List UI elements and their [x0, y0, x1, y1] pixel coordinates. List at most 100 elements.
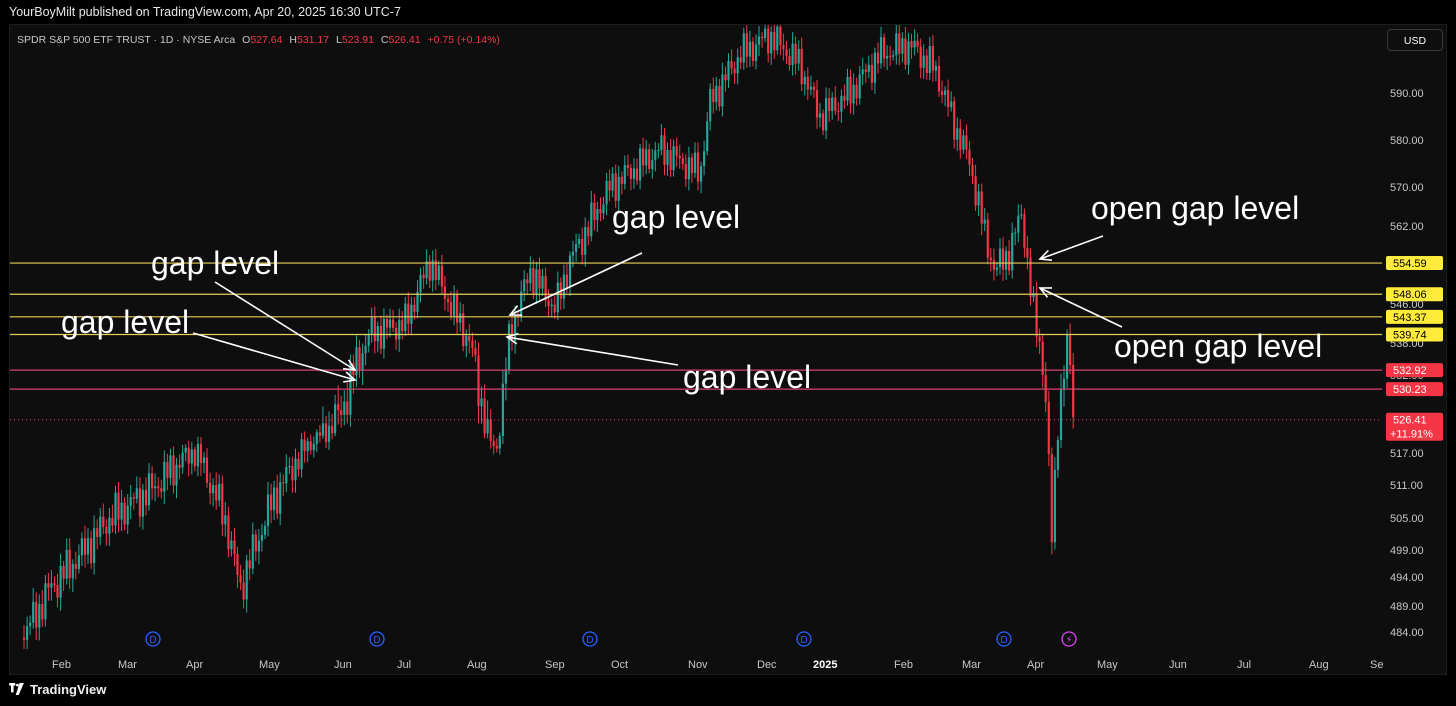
candle-body — [535, 269, 538, 294]
annotation-arrow-head — [508, 305, 523, 316]
candle-body — [761, 36, 764, 39]
candle-body — [266, 494, 270, 526]
candle-body — [474, 348, 477, 356]
candle-body — [675, 146, 678, 156]
candle-body — [873, 52, 876, 83]
candle-body — [370, 317, 373, 335]
price-tick-label: 505.00 — [1390, 513, 1424, 525]
time-axis-label: May — [1097, 659, 1118, 671]
gap-level-badge — [1386, 327, 1443, 342]
candle-body — [764, 28, 767, 39]
gap-level-badge-label: 530.23 — [1393, 384, 1427, 396]
candle-body — [215, 485, 218, 501]
candle-body — [376, 326, 379, 342]
candle-body — [742, 33, 745, 63]
candle-body — [584, 227, 587, 255]
candle-body — [80, 538, 83, 556]
close-label: C — [380, 34, 389, 46]
candle-body — [626, 165, 629, 168]
time-axis-label: Jun — [334, 659, 352, 671]
candle-body — [965, 135, 968, 150]
candle-body — [971, 164, 974, 177]
candle-body — [721, 74, 724, 107]
annotation-label: open gap level — [1114, 328, 1322, 364]
candle-body — [886, 55, 889, 59]
candle-body — [22, 637, 26, 640]
candle-body — [660, 135, 663, 150]
candle-body — [791, 43, 794, 65]
candle-body — [532, 268, 535, 294]
candle-body — [196, 444, 199, 467]
candle-body — [666, 150, 669, 165]
candle-body — [1044, 374, 1047, 402]
candle-body — [257, 540, 260, 552]
candle-body — [367, 334, 370, 346]
candle-body — [202, 457, 206, 463]
chart-pane[interactable]: SPDR S&P 500 ETF TRUST · 1D · NYSE Arca … — [9, 24, 1447, 675]
candle-body — [834, 97, 837, 111]
candle-body — [977, 191, 980, 206]
candle-body — [590, 202, 593, 237]
candle-body — [321, 423, 324, 436]
candle-body — [925, 55, 928, 73]
candle-body — [434, 260, 437, 280]
symbol-name: SPDR S&P 500 ETF TRUST · 1D · NYSE Arca — [17, 34, 236, 46]
candle-body — [270, 494, 273, 511]
annotation-arrow — [214, 281, 356, 371]
candle-body — [629, 168, 632, 179]
candle-body — [538, 269, 541, 289]
candle-body — [337, 404, 340, 411]
candle-body — [416, 291, 419, 312]
candle-body — [556, 282, 559, 313]
annotation-label: gap level — [612, 199, 740, 235]
candle-body — [120, 502, 123, 520]
price-tick-label: 511.00 — [1390, 480, 1423, 492]
candle-body — [141, 489, 144, 517]
candle-body — [529, 268, 532, 284]
high-value: 531.17 — [296, 34, 330, 46]
candle-body — [1050, 454, 1053, 543]
candle-body — [425, 261, 428, 279]
currency-button[interactable]: USD — [1387, 29, 1443, 51]
candle-body — [788, 56, 791, 66]
price-tick-label: 489.00 — [1390, 601, 1424, 613]
candle-body — [486, 419, 489, 434]
price-tick-label: 484.00 — [1390, 627, 1424, 639]
candle-body — [883, 37, 886, 59]
time-axis-label: Apr — [1027, 659, 1044, 671]
candle-body — [733, 68, 736, 74]
candle-body — [1056, 440, 1059, 470]
candle-body — [681, 158, 684, 164]
candle-body — [773, 31, 776, 50]
candle-body — [1017, 215, 1020, 233]
candle-body — [782, 45, 785, 50]
candle-body — [861, 69, 864, 75]
candle-body — [440, 265, 443, 287]
time-axis-label: Jul — [397, 659, 411, 671]
candle-body — [169, 455, 172, 478]
candle-body — [96, 528, 99, 537]
candle-body — [846, 77, 849, 101]
candle-body — [459, 313, 462, 323]
candle-body — [276, 487, 279, 514]
candle-body — [315, 432, 318, 444]
candle-body — [300, 439, 303, 470]
candle-body — [654, 150, 657, 161]
candle-body — [306, 441, 309, 452]
candle-body — [492, 441, 495, 447]
candle-body — [547, 300, 550, 307]
candle-body — [822, 113, 825, 131]
candle-body — [446, 298, 450, 303]
candle-body — [431, 260, 434, 281]
candle-body — [889, 55, 892, 57]
candle-body — [745, 33, 748, 57]
candle-body — [940, 91, 944, 95]
candle-body — [309, 441, 312, 451]
candle-body — [596, 209, 599, 221]
candle-body — [428, 261, 431, 281]
annotation-arrow — [1039, 287, 1123, 328]
candle-body — [715, 85, 718, 103]
candle-body — [471, 340, 474, 349]
candle-body — [181, 452, 184, 468]
time-axis-label: Jun — [1169, 659, 1187, 671]
